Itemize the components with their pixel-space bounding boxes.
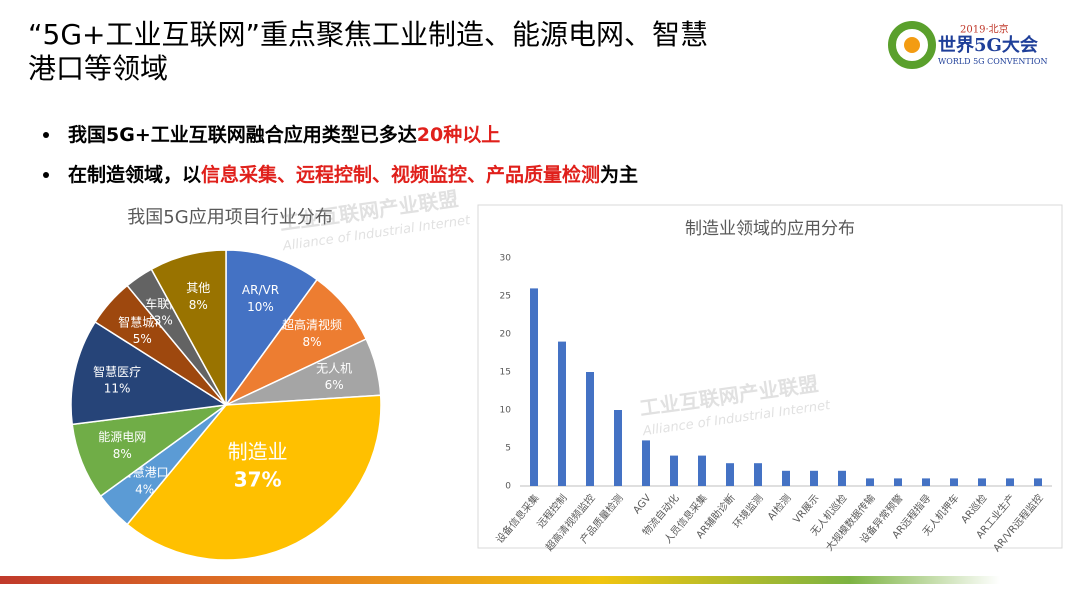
pie-value-label: 4% [135,482,154,496]
pie-category-label: 智慧医疗 [93,364,141,379]
slide-title: “5G+工业互联网”重点聚焦工业制造、能源电网、智慧 [28,18,708,51]
bar [558,341,566,486]
bar [698,455,706,486]
pie-title: 我国5G应用项目行业分布 [127,207,332,228]
y-tick-label: 25 [500,292,511,302]
bar [1006,478,1014,486]
y-tick-label: 10 [500,406,512,416]
y-tick-label: 0 [505,482,511,492]
pie-value-label: 3% [154,314,173,328]
bullet-dot [43,172,49,178]
bar [670,455,678,486]
bar-chart-frame [477,204,1063,549]
bar [1034,478,1042,486]
bar [530,288,538,486]
pie-category-label: 超高清视频 [282,317,342,332]
y-tick-label: 5 [505,444,511,454]
bar [978,478,986,486]
pie-category-label: 能源电网 [98,430,146,444]
slide-title: 港口等领域 [28,52,168,85]
bar [810,470,818,486]
logo-ring [888,21,936,69]
bar-title: 制造业领域的应用分布 [685,219,855,239]
pie-value-label: 8% [302,335,321,349]
y-tick-label: 30 [500,254,512,264]
pie-value-label: 37% [234,468,282,492]
pie-slice [70,320,229,426]
bullet-segment: 我国5G+工业互联网融合应用类型已多达 [68,123,417,146]
bar [922,478,930,486]
bar [950,478,958,486]
pie-value-label: 11% [104,382,131,396]
pie-value-label: 5% [133,332,152,346]
pie-category-label: 制造业 [228,440,288,464]
pie-slice [126,394,382,561]
bar [726,463,734,486]
pie-slice [225,249,319,408]
pie-category-label: 无人机 [316,361,352,375]
bullet-segment: 为主 [600,163,638,186]
bullet-segment: 在制造领域，以 [68,163,201,186]
pie-value-label: 10% [247,300,274,314]
pie-category-label: AR/VR [242,283,279,297]
bar [642,440,650,486]
bullet-text: 在制造领域，以信息采集、远程控制、视频监控、产品质量检测为主 [68,163,638,186]
pie-value-label: 8% [189,298,208,312]
pie-category-label: 其他 [186,281,210,295]
bar [586,372,594,486]
bar [782,470,790,486]
bottom-stripe [0,576,1000,584]
logo-top: 2019·北京 [960,23,1009,36]
logo-dot [904,37,920,53]
bullet-text: 我国5G+工业互联网融合应用类型已多达20种以上 [68,123,500,146]
bar [614,410,622,486]
bar [894,478,902,486]
logo-sub: WORLD 5G CONVENTION [938,57,1047,66]
bar [838,470,846,486]
y-tick-label: 20 [500,330,512,340]
logo-name: 世界5G大会 [938,34,1038,56]
y-tick-label: 15 [500,368,511,378]
pie-value-label: 6% [325,378,344,392]
bullet-segment: 20种以上 [417,124,500,146]
bullet-segment: 信息采集、远程控制、视频监控、产品质量检测 [201,163,600,186]
bullet-dot [43,132,49,138]
pie-slice [150,249,227,406]
bar [866,478,874,486]
pie-value-label: 8% [113,447,132,461]
bar [754,463,762,486]
